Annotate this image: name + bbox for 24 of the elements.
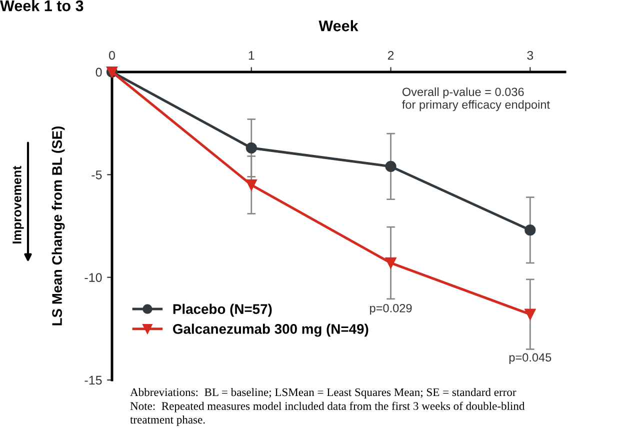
y-axis-title: LS Mean Change from BL (SE) xyxy=(52,126,65,326)
point xyxy=(246,142,257,154)
x-tick-label: 1 xyxy=(248,51,254,60)
x-tick-label: 3 xyxy=(527,50,534,60)
text: Improvement xyxy=(12,166,24,244)
y-tick-label: 0 xyxy=(96,68,102,77)
point xyxy=(246,179,257,190)
y-tick-label: -10 xyxy=(84,273,102,282)
x-tick-label: 0 xyxy=(109,50,115,60)
point xyxy=(524,224,536,236)
text: Abbreviations: BL = baseline; LSMean = Least Squares Mean; SE = standard error Note: Repeated measures model included data from the first 3 weeks of double-blind treatment phase. xyxy=(130,388,525,426)
point xyxy=(385,257,396,269)
y-tick-label: -15 xyxy=(84,376,102,385)
annotation: p=0.029 xyxy=(370,304,412,315)
chart-title: Week 1 to 3 xyxy=(0,0,84,12)
legend-label: Galcanezumab 300 mg (N=49) xyxy=(173,324,368,337)
point xyxy=(385,160,396,172)
annotation: p=0.045 xyxy=(509,353,552,364)
x-tick-label: 2 xyxy=(388,50,394,60)
point xyxy=(524,308,536,320)
y-tick-label: -5 xyxy=(92,170,102,180)
x-axis-title: Week xyxy=(318,20,358,32)
annotation: Overall p-value = 0.036 for primary efficacy endpoint xyxy=(402,87,550,112)
legend-label: Placebo (N=57) xyxy=(173,304,272,317)
